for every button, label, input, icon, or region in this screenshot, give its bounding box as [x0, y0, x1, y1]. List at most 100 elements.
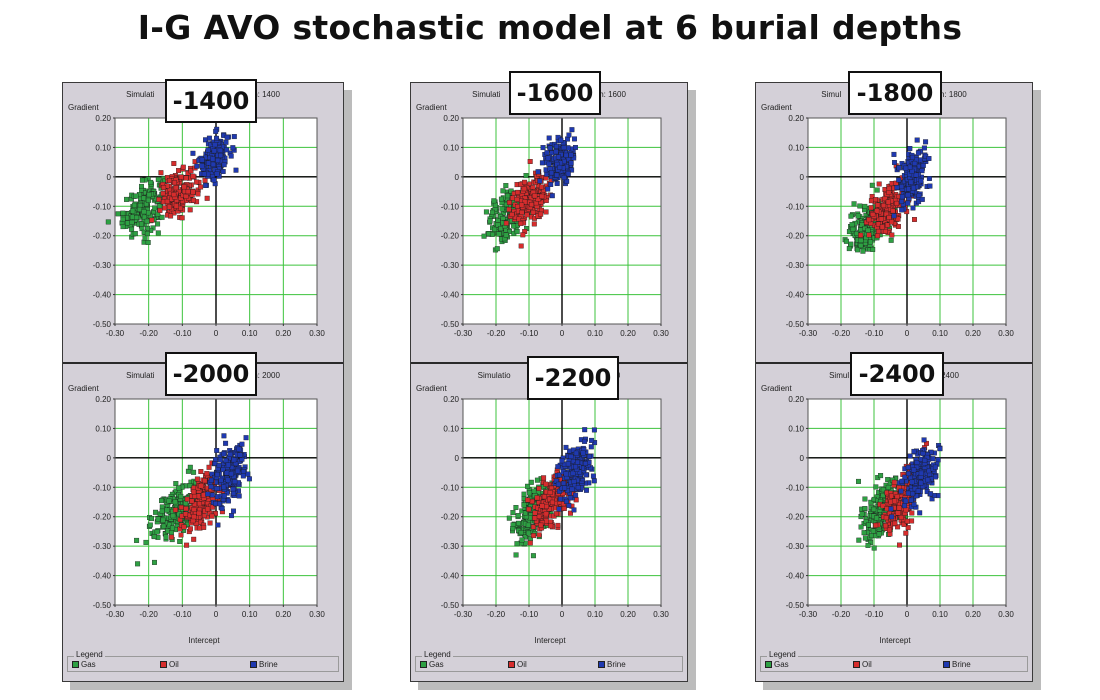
data-point-gas: [163, 534, 169, 540]
data-point-oil: [894, 200, 900, 206]
data-point-oil: [530, 209, 536, 215]
data-point-oil: [882, 228, 888, 234]
data-point-brine: [575, 459, 580, 465]
data-point-gas: [888, 237, 894, 243]
data-point-gas: [885, 484, 891, 490]
data-point-brine: [914, 464, 920, 470]
data-point-gas: [155, 176, 161, 182]
data-point-gas: [133, 193, 139, 199]
data-point-oil: [868, 198, 874, 204]
data-point-brine: [546, 161, 552, 167]
data-point-brine: [902, 474, 908, 480]
data-point-gas: [159, 498, 164, 504]
data-point-gas: [129, 219, 135, 225]
data-point-gas: [855, 213, 861, 219]
data-point-gas: [137, 206, 143, 212]
data-point-brine: [540, 145, 546, 151]
data-point-gas: [514, 541, 520, 547]
data-point-oil: [543, 198, 549, 203]
data-point-oil: [519, 209, 525, 215]
x-tick-label: 0.30: [998, 610, 1014, 619]
data-point-brine: [911, 502, 917, 507]
legend-item-oil: Oil: [160, 660, 179, 669]
data-point-brine: [908, 179, 914, 185]
y-tick-label: -0.30: [93, 542, 112, 551]
data-point-oil: [904, 518, 910, 524]
data-point-oil: [172, 507, 178, 513]
y-tick-label: -0.20: [93, 513, 112, 522]
y-axis-label: Gradient: [68, 384, 99, 393]
legend-swatch-brine: [250, 661, 257, 668]
data-point-brine: [211, 148, 217, 154]
data-point-brine: [905, 464, 911, 470]
data-point-gas: [494, 246, 500, 252]
data-point-oil: [162, 205, 168, 211]
data-point-oil: [883, 211, 889, 217]
data-point-gas: [154, 529, 160, 535]
data-point-gas: [498, 226, 504, 232]
data-point-oil: [204, 471, 210, 477]
data-point-gas: [870, 528, 876, 534]
depth-label: -1800: [848, 71, 942, 115]
data-point-brine: [896, 165, 902, 171]
data-point-gas: [134, 215, 140, 220]
data-point-brine: [930, 456, 936, 462]
simulation-window-2[interactable]: Simulati pth: 1600 Gradient 0.20 0.10 0 -0.1…: [410, 71, 688, 682]
data-point-brine: [555, 154, 561, 160]
data-point-oil: [168, 213, 174, 219]
data-point-brine: [227, 451, 233, 457]
data-point-gas: [500, 188, 506, 194]
simulation-title: Simulati pth: 2000: [126, 371, 280, 380]
data-point-brine: [921, 437, 927, 443]
data-point-oil: [184, 496, 190, 502]
data-point-gas: [515, 513, 521, 519]
y-tick-label: -0.20: [441, 232, 460, 241]
data-point-brine: [571, 155, 577, 161]
data-point-gas: [868, 239, 873, 245]
data-point-oil: [543, 511, 549, 517]
data-point-gas: [858, 243, 864, 249]
data-point-brine: [591, 427, 597, 433]
data-point-oil: [894, 494, 900, 500]
data-point-brine: [935, 457, 941, 463]
data-point-brine: [241, 469, 247, 474]
data-point-brine: [891, 213, 897, 219]
data-point-brine: [208, 484, 214, 490]
x-tick-label: 0.30: [653, 329, 669, 338]
x-tick-label: 0: [560, 610, 565, 619]
data-point-oil: [535, 196, 541, 202]
y-tick-label: 0.10: [95, 424, 111, 433]
data-point-oil: [878, 216, 884, 222]
data-point-gas: [503, 232, 509, 238]
panel-depth-2400: Simul 2400 Gradient 0.20 0.10 0 -0.10 -0.20 -0…: [756, 352, 1032, 681]
data-point-gas: [526, 530, 532, 536]
data-point-gas: [120, 210, 126, 216]
data-point-oil: [196, 510, 202, 516]
data-point-gas: [164, 507, 170, 513]
data-point-oil: [541, 494, 547, 500]
series-oil: [503, 159, 554, 249]
simulation-window-1[interactable]: Simulati pth: 1400 Gradient 0.20 0.10 0 -0.1…: [62, 79, 344, 682]
data-point-oil: [164, 198, 170, 204]
y-tick-label: -0.30: [441, 542, 460, 551]
data-point-oil: [526, 506, 532, 512]
y-tick-label: -0.40: [786, 291, 805, 300]
data-point-oil: [881, 203, 887, 208]
data-point-gas: [148, 179, 154, 185]
data-point-oil: [891, 479, 897, 485]
data-point-oil: [201, 524, 207, 530]
y-tick-label: -0.40: [93, 291, 112, 300]
data-point-gas: [129, 226, 135, 232]
data-point-brine: [221, 451, 227, 457]
data-point-gas: [857, 203, 863, 209]
data-point-gas: [178, 493, 184, 499]
data-point-oil: [875, 221, 881, 227]
data-point-brine: [568, 160, 574, 166]
simulation-window-3[interactable]: Simul pth: 1800 Gradient 0.20 0.10 0 -0.10 -0…: [755, 71, 1033, 682]
data-point-gas: [155, 221, 161, 227]
data-point-oil: [880, 503, 886, 509]
data-point-gas: [124, 196, 129, 202]
data-point-brine: [535, 169, 541, 175]
data-point-gas: [848, 241, 854, 247]
data-point-gas: [862, 496, 868, 502]
